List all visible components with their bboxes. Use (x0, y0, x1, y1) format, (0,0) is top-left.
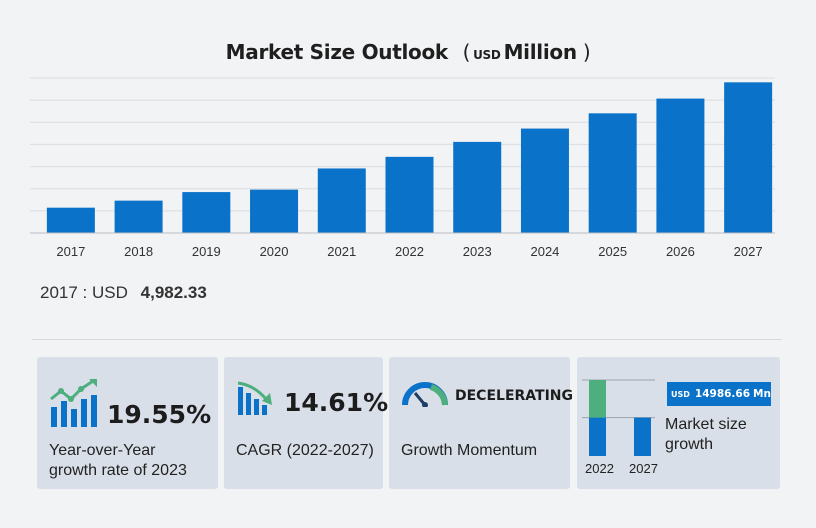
mini-bar-2027 (634, 417, 651, 456)
x-tick-label: 2020 (260, 244, 289, 259)
x-tick-label: 2021 (327, 244, 356, 259)
x-tick-label: 2024 (530, 244, 559, 259)
market-size-label-line2: growth (665, 436, 714, 453)
bar-2022 (385, 156, 434, 233)
market-size-label-line1: Market size (665, 416, 747, 433)
yoy-value: 19.55% (107, 400, 212, 429)
bar-2020 (250, 189, 299, 233)
bar-2026 (656, 98, 705, 233)
x-tick-label: 2022 (395, 244, 424, 259)
bar-2017 (46, 207, 95, 233)
divider (32, 339, 782, 340)
unit-scale: Million (503, 40, 578, 64)
mini-bar-base (589, 417, 606, 456)
trend-down-chart-icon (237, 381, 272, 415)
first-year-amount: 4,982.33 (140, 283, 207, 302)
mini-year-start: 2022 (585, 461, 614, 476)
x-tick-label: 2018 (124, 244, 153, 259)
first-year-value: 2017 : USD 4,982.33 (40, 283, 207, 303)
momentum-kpi: DECELERATING (401, 379, 573, 407)
yoy-card: 19.55% Year-over-Year growth rate of 202… (37, 357, 218, 489)
trend-up-chart-icon (50, 379, 97, 427)
cagr-kpi: 14.61% (236, 379, 388, 415)
cagr-card: 14.61% CAGR (2022-2027) (224, 357, 388, 489)
first-year: 2017 (40, 283, 78, 302)
x-tick-label: 2027 (734, 244, 763, 259)
momentum-value: DECELERATING (455, 388, 574, 404)
unit-close-paren: ) (582, 40, 591, 64)
x-tick-label: 2023 (463, 244, 492, 259)
bar-2018 (114, 200, 163, 233)
x-tick-label: 2026 (666, 244, 695, 259)
badge-currency: USD (671, 389, 690, 399)
mini-bar-growth (589, 380, 606, 418)
bar-2027 (724, 82, 773, 233)
chart-title-main: Market Size Outlook (225, 40, 449, 64)
bar-chart: 2017 2018 2019 2020 2021 2022 2023 2024 2025 2026… (30, 77, 775, 259)
yoy-label: Year-over-Year growth rate of 2023 (49, 441, 229, 481)
market-size-badge: USD 14986.66 Mn (667, 382, 771, 406)
yoy-label-line1: Year-over-Year (49, 442, 156, 459)
x-tick-label: 2017 (56, 244, 85, 259)
bar-2021 (317, 168, 366, 233)
bar-2023 (453, 141, 502, 233)
cagr-value: 14.61% (284, 388, 389, 417)
market-size-card: USD 14986.66 Mn Market size growth 2022 … (577, 357, 780, 489)
momentum-label: Growth Momentum (401, 442, 538, 459)
unit-open-paren: ( (462, 40, 471, 64)
bar-2024 (520, 128, 569, 233)
unit-currency: USD (473, 48, 501, 62)
chart-title: Market Size Outlook (USD Million ) (0, 40, 816, 64)
yoy-kpi: 19.55% (49, 379, 211, 427)
x-tick-label: 2025 (598, 244, 627, 259)
first-year-sep: : (77, 283, 92, 302)
badge-value: 14986.66 (694, 388, 751, 400)
badge-suffix: Mn (753, 388, 771, 400)
x-tick-label: 2019 (192, 244, 221, 259)
market-size-label: Market size growth (665, 415, 775, 455)
yoy-label-line2: growth rate of 2023 (49, 462, 187, 479)
market-size-mini-chart (582, 379, 655, 456)
first-year-currency: USD (92, 283, 128, 302)
momentum-card: DECELERATING Growth Momentum (389, 357, 573, 489)
cagr-label: CAGR (2022-2027) (236, 442, 374, 459)
gauge-icon (402, 382, 448, 407)
bar-2019 (182, 192, 231, 233)
chart-title-unit: (USD Million ) (463, 40, 591, 64)
mini-year-end: 2027 (629, 461, 658, 476)
bar-2025 (588, 113, 637, 233)
